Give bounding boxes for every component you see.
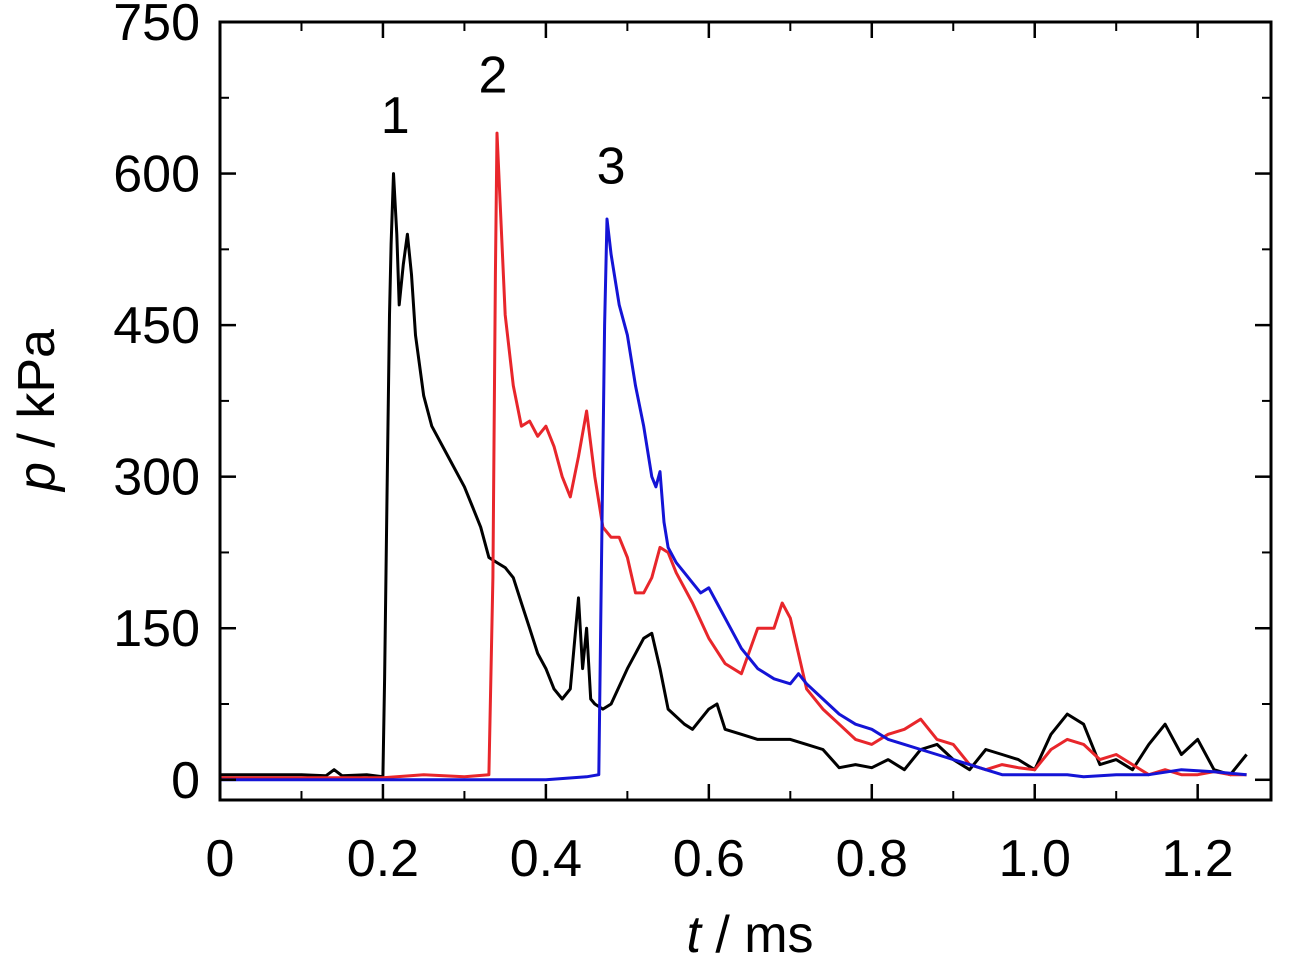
plot-frame xyxy=(218,20,1273,802)
y-tick-label: 0 xyxy=(171,752,200,810)
x-axis-variable: t xyxy=(686,906,703,961)
series-label-2: 2 xyxy=(478,47,507,105)
y-axis-unit: / kPa xyxy=(8,329,66,462)
series-label-1: 1 xyxy=(381,87,410,145)
y-tick-label: 450 xyxy=(113,297,200,355)
series-label-3: 3 xyxy=(597,138,626,196)
x-tick-label: 0.6 xyxy=(673,830,745,888)
ticks-layer: 0 0.2 0.4 0.6 0.8 1.0 1.2 0 150 300 450 600 750 xyxy=(113,0,1271,888)
y-tick-label: 600 xyxy=(113,146,200,204)
x-axis-unit: / ms xyxy=(701,906,814,961)
x-tick-label: 1.2 xyxy=(1162,830,1234,888)
y-axis-variable: p xyxy=(8,462,66,493)
x-tick-label: 0 xyxy=(206,830,235,888)
x-axis-label: t / ms xyxy=(686,906,813,961)
y-tick-label: 750 xyxy=(113,0,200,52)
x-tick-label: 1.0 xyxy=(999,830,1071,888)
x-tick-label: 0.4 xyxy=(510,830,582,888)
series-layer xyxy=(220,131,1248,782)
x-tick-label: 0.8 xyxy=(836,830,908,888)
series-labels: 1 2 3 xyxy=(381,47,626,196)
y-axis-label: p / kPa xyxy=(8,329,66,493)
y-tick-label: 300 xyxy=(113,449,200,507)
x-tick-label: 0.2 xyxy=(347,830,419,888)
series-line-1 xyxy=(220,172,1248,779)
series-line-3 xyxy=(220,217,1247,782)
series-line-2 xyxy=(220,131,1247,780)
y-tick-label: 150 xyxy=(113,600,200,658)
